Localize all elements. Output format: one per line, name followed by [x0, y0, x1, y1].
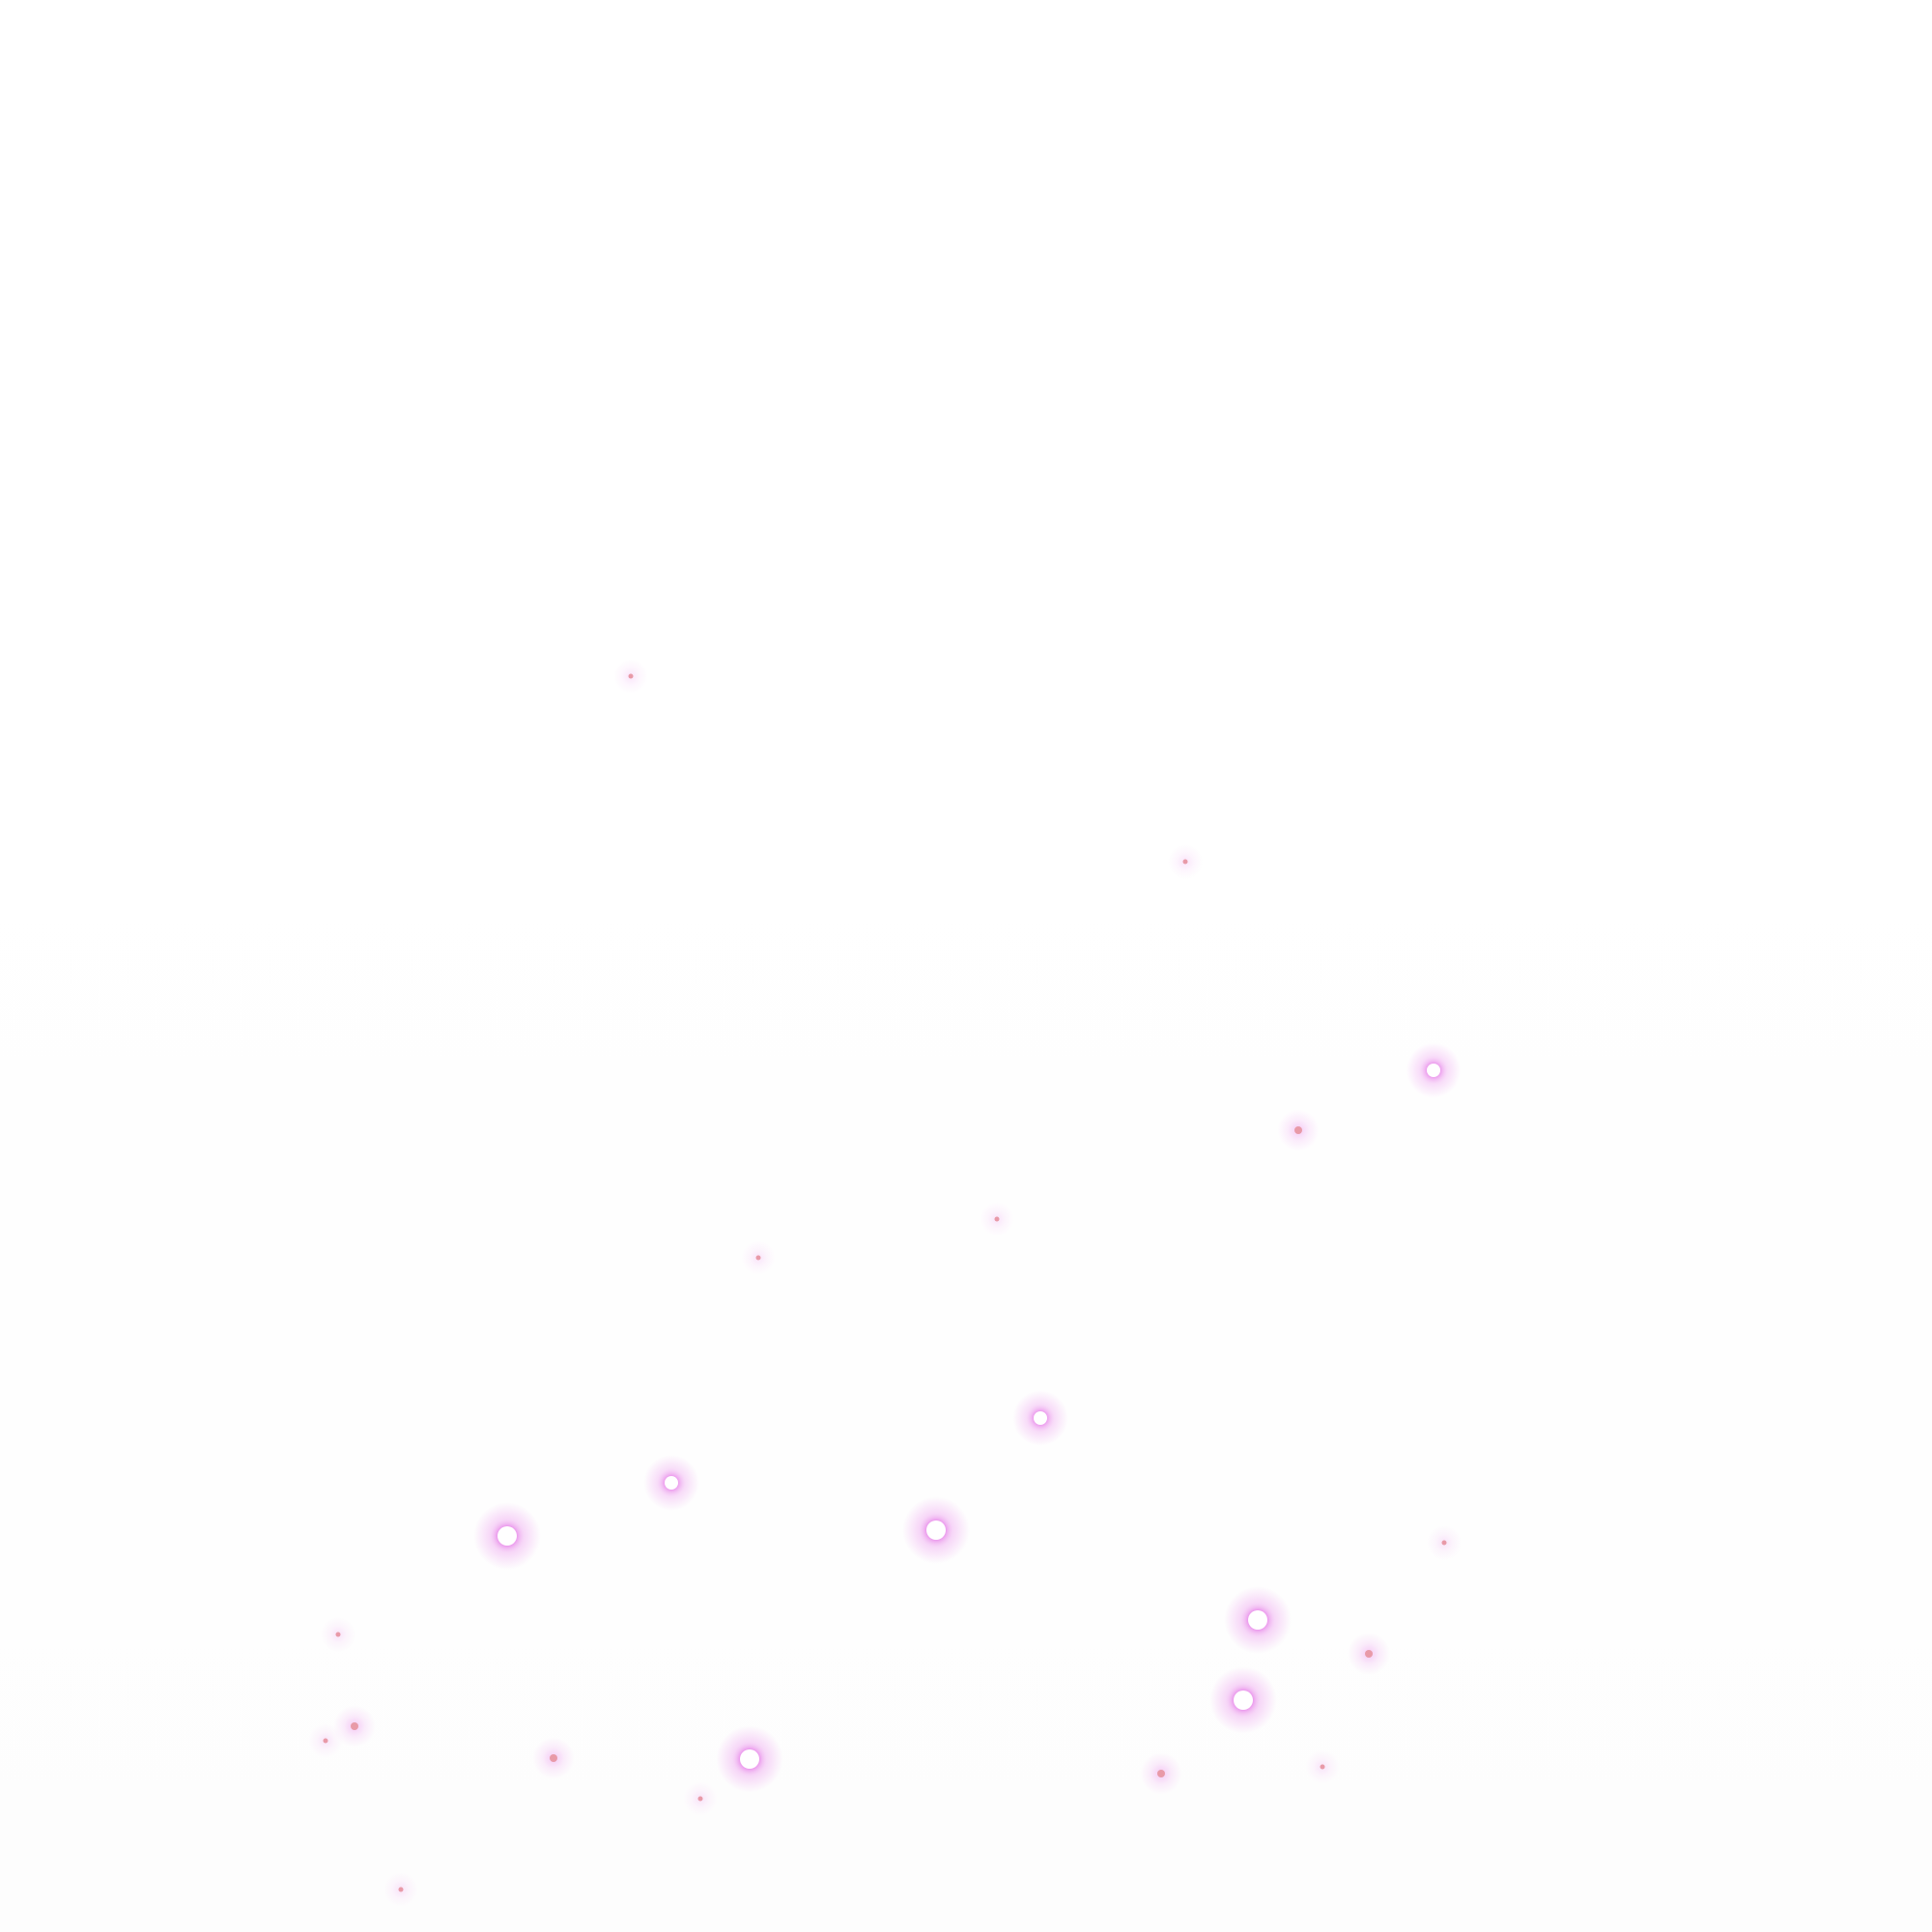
- sparkle-particle: [980, 1202, 1014, 1236]
- sparkle-particle: [1427, 1525, 1462, 1560]
- sparkle-particle: [683, 1781, 718, 1816]
- sparkle-particle: [532, 1737, 575, 1779]
- sparkle-core: [1248, 1610, 1267, 1630]
- sparkle-core: [497, 1526, 517, 1546]
- sparkle-particle: [1140, 1752, 1182, 1795]
- sparkle-particle: [902, 1496, 970, 1564]
- sparkle-core: [1157, 1770, 1165, 1777]
- sparkle-particle: [333, 1705, 376, 1747]
- sparkle-core: [1294, 1126, 1302, 1134]
- sparkle-core: [994, 1216, 1000, 1222]
- sparkle-particle: [741, 1240, 776, 1275]
- sparkle-particle: [1168, 844, 1203, 879]
- sparkle-core: [665, 1476, 678, 1490]
- sparkle-core: [1441, 1540, 1447, 1546]
- sparkle-core: [1365, 1650, 1373, 1658]
- sparkle-core: [1034, 1411, 1047, 1425]
- sparkle-particle: [1406, 1042, 1462, 1098]
- sparkle-core: [398, 1887, 404, 1892]
- sparkle-core: [335, 1632, 341, 1637]
- sparkle-core: [1182, 859, 1188, 865]
- sparkle-core: [351, 1722, 358, 1730]
- sparkle-particle: [1277, 1109, 1320, 1151]
- sparkle-particle: [384, 1872, 418, 1907]
- sparkle-particle: [1348, 1633, 1390, 1675]
- sparkle-particle: [613, 659, 648, 694]
- sparkle-core: [1234, 1690, 1253, 1710]
- sparkle-core: [740, 1749, 759, 1769]
- sparkle-core: [550, 1754, 557, 1762]
- sparkle-core: [697, 1796, 703, 1802]
- sparkle-particle: [321, 1617, 355, 1652]
- sparkle-particle: [1305, 1749, 1340, 1784]
- sparkle-core: [323, 1738, 328, 1744]
- sparkle-particle: [643, 1455, 699, 1511]
- sparkle-particle: [1209, 1666, 1277, 1734]
- sparkle-core: [628, 673, 634, 679]
- sparkle-particle: [716, 1725, 783, 1793]
- sparkle-particle: [1012, 1390, 1068, 1446]
- sparkle-core: [1427, 1064, 1440, 1077]
- sparkle-particle: [308, 1723, 343, 1758]
- sparkle-particle: [1224, 1586, 1292, 1654]
- sparkle-core: [1320, 1764, 1325, 1770]
- sparkle-core: [755, 1255, 761, 1261]
- sparkle-core: [926, 1520, 946, 1540]
- sparkle-particle: [473, 1502, 541, 1570]
